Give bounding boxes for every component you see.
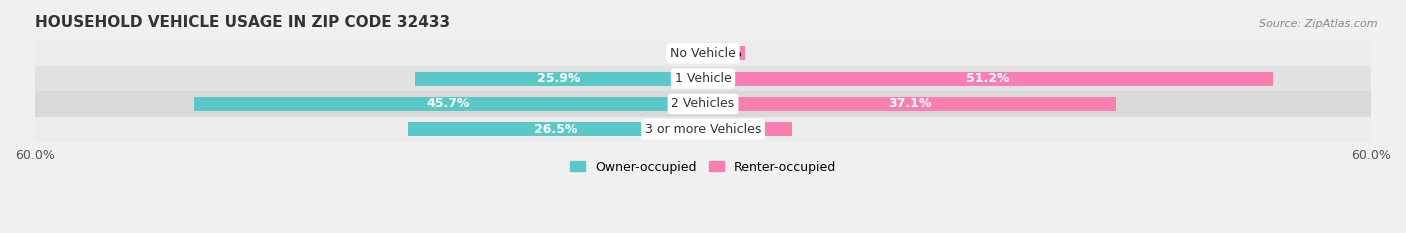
Bar bbox=[703, 46, 745, 60]
Text: 3 or more Vehicles: 3 or more Vehicles bbox=[645, 123, 761, 136]
Bar bbox=[35, 66, 1371, 91]
Text: 1 Vehicle: 1 Vehicle bbox=[675, 72, 731, 85]
Text: 2 Vehicles: 2 Vehicles bbox=[672, 97, 734, 110]
Text: 26.5%: 26.5% bbox=[534, 123, 576, 136]
Bar bbox=[682, 46, 703, 60]
Text: 3.8%: 3.8% bbox=[707, 47, 741, 60]
Text: 51.2%: 51.2% bbox=[966, 72, 1010, 85]
Text: 8.0%: 8.0% bbox=[730, 123, 765, 136]
Text: Source: ZipAtlas.com: Source: ZipAtlas.com bbox=[1260, 19, 1378, 29]
Bar bbox=[703, 97, 1116, 111]
Bar bbox=[703, 122, 792, 136]
Bar bbox=[35, 41, 1371, 66]
Text: 1.9%: 1.9% bbox=[675, 47, 710, 60]
Text: 25.9%: 25.9% bbox=[537, 72, 581, 85]
Bar bbox=[415, 72, 703, 86]
Legend: Owner-occupied, Renter-occupied: Owner-occupied, Renter-occupied bbox=[565, 156, 841, 178]
Text: HOUSEHOLD VEHICLE USAGE IN ZIP CODE 32433: HOUSEHOLD VEHICLE USAGE IN ZIP CODE 3243… bbox=[35, 15, 450, 30]
Bar bbox=[703, 72, 1272, 86]
Bar bbox=[35, 116, 1371, 142]
Bar bbox=[194, 97, 703, 111]
Bar bbox=[408, 122, 703, 136]
Text: 37.1%: 37.1% bbox=[887, 97, 931, 110]
Text: No Vehicle: No Vehicle bbox=[671, 47, 735, 60]
Bar bbox=[35, 91, 1371, 116]
Text: 45.7%: 45.7% bbox=[427, 97, 471, 110]
